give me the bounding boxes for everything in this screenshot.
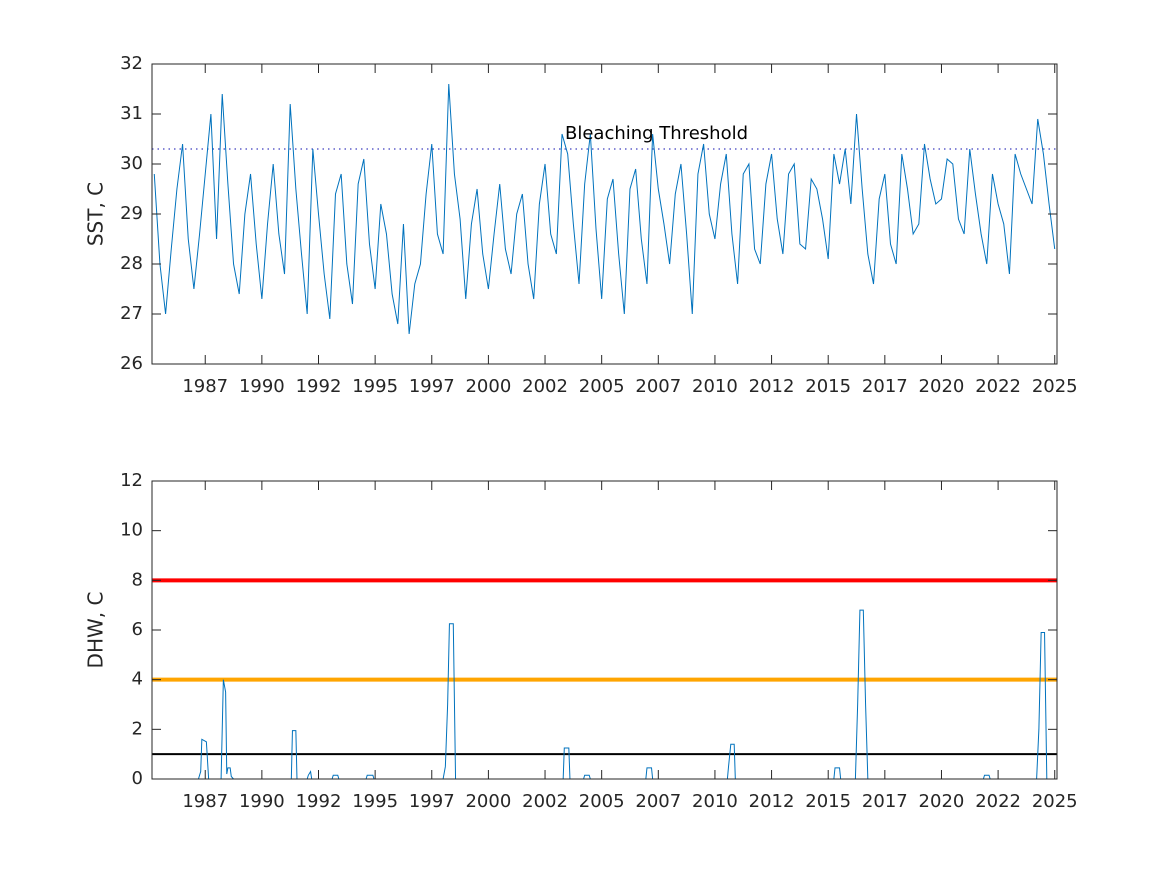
x-tick-label: 2005: [579, 376, 625, 397]
x-tick-label: 2015: [805, 376, 851, 397]
x-tick-label: 1997: [409, 376, 455, 397]
y-tick-label: 6: [132, 619, 143, 640]
plot-area: [152, 481, 1057, 779]
x-tick-label: 1995: [352, 376, 398, 397]
y-tick-label: 2: [132, 718, 143, 739]
data-line: [152, 609, 1057, 779]
x-tick-label: 1992: [296, 791, 342, 812]
x-tick-label: 2000: [465, 376, 511, 397]
annotation: Bleaching Threshold: [565, 123, 748, 144]
x-tick-label: 2022: [975, 376, 1021, 397]
y-tick-label: 31: [120, 103, 143, 124]
x-tick-label: 2007: [635, 376, 681, 397]
x-tick-label: 1990: [239, 376, 285, 397]
x-tick-label: 1987: [182, 376, 228, 397]
x-tick-label: 2025: [1032, 791, 1078, 812]
x-tick-label: 1987: [182, 791, 228, 812]
x-tick-label: 1992: [296, 376, 342, 397]
x-tick-label: 2005: [579, 791, 625, 812]
plot-area: [152, 64, 1057, 364]
x-tick-label: 2017: [862, 376, 908, 397]
x-tick-label: 2012: [749, 376, 795, 397]
x-tick-label: 2010: [692, 376, 738, 397]
y-tick-label: 10: [120, 520, 143, 541]
x-tick-label: 2020: [919, 791, 965, 812]
x-tick-label: 2015: [805, 791, 851, 812]
y-tick-label: 12: [120, 470, 143, 491]
x-tick-label: 1990: [239, 791, 285, 812]
x-tick-label: 2022: [975, 791, 1021, 812]
y-axis-label: SST, C: [84, 182, 108, 246]
x-tick-label: 2007: [635, 791, 681, 812]
y-tick-label: 27: [120, 303, 143, 324]
y-tick-label: 30: [120, 153, 143, 174]
y-tick-label: 8: [132, 569, 143, 590]
y-tick-label: 0: [132, 768, 143, 789]
y-axis-label: DHW, C: [84, 592, 108, 669]
y-tick-label: 4: [132, 669, 143, 690]
x-tick-label: 2025: [1032, 376, 1078, 397]
x-tick-label: 2017: [862, 791, 908, 812]
y-tick-label: 28: [120, 253, 143, 274]
y-tick-label: 32: [120, 53, 143, 74]
x-tick-label: 1997: [409, 791, 455, 812]
x-tick-label: 2002: [522, 376, 568, 397]
x-tick-label: 1995: [352, 791, 398, 812]
x-tick-label: 2002: [522, 791, 568, 812]
x-tick-label: 2012: [749, 791, 795, 812]
y-tick-label: 26: [120, 353, 143, 374]
data-line: [153, 83, 1056, 335]
x-tick-label: 2000: [465, 791, 511, 812]
y-tick-label: 29: [120, 203, 143, 224]
x-tick-label: 2020: [919, 376, 965, 397]
x-tick-label: 2010: [692, 791, 738, 812]
